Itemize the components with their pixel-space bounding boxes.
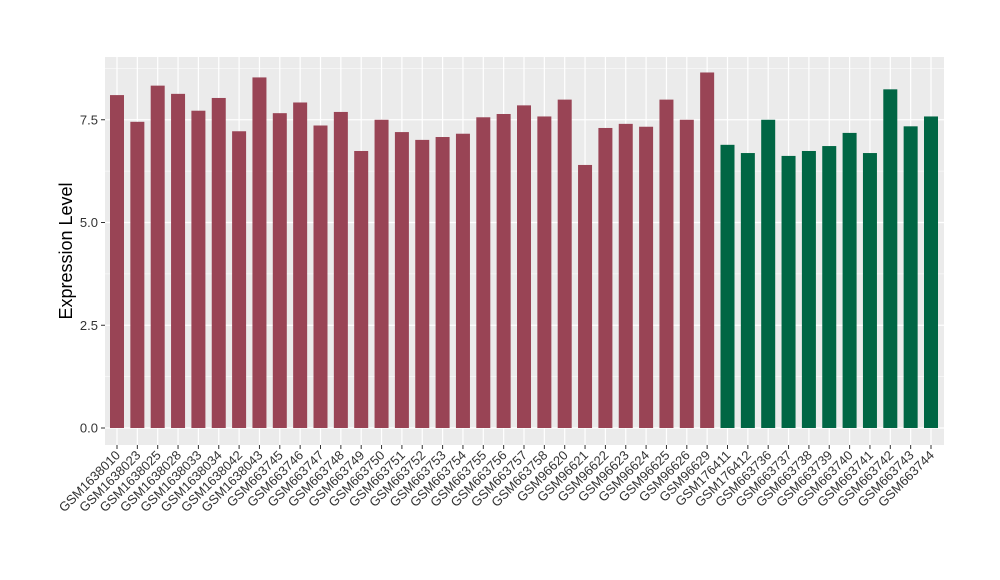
bar-GSM1638010 [110, 95, 124, 428]
bar-GSM1638025 [150, 85, 165, 429]
bar-GSM663746 [293, 102, 308, 428]
y-axis: 0.0 2.5 5.0 7.5 [80, 112, 105, 436]
bar-GSM96624 [639, 126, 654, 428]
bar-GSM663736 [761, 119, 776, 428]
bar-GSM1638023 [130, 121, 145, 429]
y-tick-label: 0.0 [80, 421, 98, 436]
bar-GSM663754 [455, 133, 470, 428]
bar-GSM663744 [924, 116, 938, 428]
x-axis: GSM1638010GSM1638023GSM1638025GSM1638028… [56, 445, 937, 515]
y-tick-label: 7.5 [80, 112, 98, 127]
bar-GSM663751 [394, 132, 409, 428]
y-tick-label: 5.0 [80, 215, 98, 230]
bar-GSM663747 [313, 125, 328, 428]
bar-GSM176411 [720, 144, 735, 429]
bar-GSM96629 [700, 72, 715, 429]
bar-GSM663745 [272, 113, 287, 428]
bar-GSM663750 [374, 119, 389, 428]
bar-GSM96623 [618, 123, 633, 429]
bar-GSM1638043 [252, 77, 267, 429]
bar-GSM663742 [883, 89, 898, 428]
bar-GSM663739 [822, 146, 837, 428]
y-axis-label: Expression Level [56, 182, 76, 319]
bar-GSM96620 [557, 99, 572, 429]
bar-GSM663749 [354, 150, 369, 428]
bar-GSM663753 [435, 137, 450, 428]
bar-GSM663756 [496, 113, 511, 428]
bars [110, 72, 938, 429]
bar-GSM663748 [333, 111, 348, 428]
bar-GSM663738 [801, 150, 816, 428]
bar-GSM663740 [842, 132, 857, 429]
bar-GSM1638033 [191, 110, 206, 428]
bar-GSM663755 [476, 117, 491, 428]
bar-GSM96622 [598, 127, 613, 428]
bar-GSM96626 [679, 119, 694, 428]
bar-GSM1638042 [232, 131, 247, 428]
bar-GSM663757 [517, 105, 531, 429]
bar-GSM96621 [578, 164, 593, 428]
bar-GSM663752 [415, 139, 430, 428]
bar-GSM1638034 [211, 97, 226, 428]
bar-GSM663758 [537, 116, 552, 428]
bar-GSM1638028 [171, 93, 186, 429]
bar-GSM663737 [781, 155, 796, 428]
bar-GSM663741 [862, 153, 877, 428]
bar-GSM176412 [740, 153, 755, 428]
y-tick-label: 2.5 [80, 318, 98, 333]
bar-GSM96625 [659, 99, 674, 429]
bar-GSM663743 [903, 126, 918, 429]
